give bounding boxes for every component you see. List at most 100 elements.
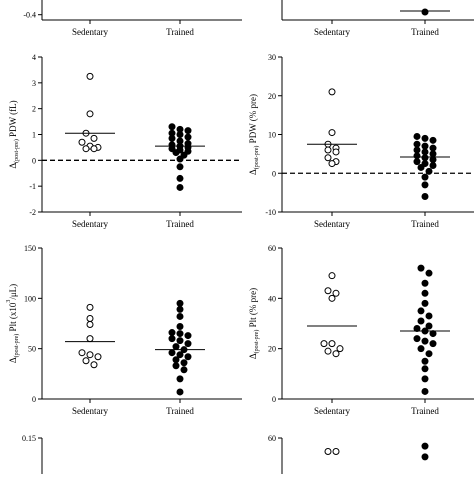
trained-data-point xyxy=(417,307,425,315)
trained-data-point xyxy=(176,155,184,163)
trained-data-point xyxy=(184,340,192,348)
sedentary-data-point xyxy=(86,72,94,80)
y-tick-label: -0.4 xyxy=(23,11,36,20)
y-tick-label: 0 xyxy=(32,156,36,165)
x-category-label: Sedentary xyxy=(314,27,350,37)
y-tick-label: 150 xyxy=(24,244,36,253)
trained-data-point xyxy=(176,163,184,171)
sedentary-data-point xyxy=(90,145,98,153)
trained-data-point xyxy=(180,366,188,374)
panel-plt-pct: 0 20 40 60 Sedentary Trained Δ(post-pre) Plt (… xyxy=(248,244,474,416)
sedentary-data-point xyxy=(94,353,102,361)
sedentary-data-point xyxy=(90,361,98,369)
sedentary-data-point xyxy=(82,145,90,153)
x-category-label: Sedentary xyxy=(72,219,108,229)
panel-pdw-fl: -2 -1 0 1 2 3 4 Sedentary Trained Δ(post-pre) PDW… xyxy=(8,53,242,229)
trained-data-point xyxy=(417,264,425,272)
trained-data-point xyxy=(429,340,437,348)
sedentary-data-point xyxy=(86,335,94,343)
y-tick-label: 0 xyxy=(32,395,36,404)
y-tick-label: 0 xyxy=(272,169,276,178)
x-category-label: Sedentary xyxy=(314,219,350,229)
trained-data-point xyxy=(421,357,429,365)
trained-data-point xyxy=(421,193,429,200)
trained-data-point xyxy=(176,323,184,331)
y-tick-label: 40 xyxy=(268,294,276,303)
y-tick-label: 30 xyxy=(268,53,276,62)
trained-data-point xyxy=(421,154,429,162)
y-tick-label: -2 xyxy=(29,208,36,217)
trained-data-point xyxy=(180,359,188,367)
trained-data-point xyxy=(429,144,437,152)
sedentary-data-point xyxy=(78,349,86,357)
sedentary-data-point xyxy=(328,160,336,168)
sedentary-data-point xyxy=(328,340,336,348)
panel-pdw-pct: -10 0 10 20 30 Sedentary Trained Δ(post-pre) PD… xyxy=(248,53,474,229)
sedentary-data-point xyxy=(78,138,86,146)
y-tick-label: -10 xyxy=(265,208,276,217)
trained-data-point xyxy=(184,353,192,361)
sedentary-data-point xyxy=(324,287,332,295)
y-axis-label-part: Δ xyxy=(8,163,18,169)
trained-data-point xyxy=(168,335,176,343)
trained-data-point xyxy=(176,299,184,307)
y-axis-label: Δ(post-pre) Plt (% pre) xyxy=(248,288,260,359)
panel-top-left-partial: -0.4 Sedentary Trained xyxy=(23,0,242,37)
trained-data-point xyxy=(176,305,184,313)
trained-data-point xyxy=(413,140,421,148)
sedentary-data-point xyxy=(86,303,94,311)
sedentary-data-point xyxy=(332,350,340,358)
y-tick-label: 3 xyxy=(32,79,36,88)
trained-data-point xyxy=(421,299,429,307)
x-category-label: Trained xyxy=(411,27,439,37)
panel-plt-abs: 0 50 100 150 Sedentary Trained Δ(post-pre) Plt… xyxy=(6,244,242,416)
x-category-label: Sedentary xyxy=(72,406,108,416)
y-tick-label: 10 xyxy=(268,131,276,140)
y-tick-label: 2 xyxy=(32,105,36,114)
sedentary-data-point xyxy=(324,347,332,355)
y-axis-label-part: Δ xyxy=(248,353,258,359)
trained-data-point xyxy=(176,375,184,383)
trained-data-point xyxy=(417,317,425,325)
y-tick-label: 4 xyxy=(32,53,36,62)
trained-data-point xyxy=(172,356,180,364)
trained-data-point xyxy=(421,365,429,373)
trained-data-point xyxy=(425,269,433,277)
trained-data-point xyxy=(417,345,425,353)
y-tick-label: 50 xyxy=(28,345,36,354)
trained-data-point xyxy=(184,332,192,340)
trained-data-point xyxy=(421,453,429,461)
trained-data-point xyxy=(421,134,429,142)
y-tick-label: -1 xyxy=(29,182,36,191)
sedentary-data-point xyxy=(324,448,332,455)
x-category-label: Trained xyxy=(166,219,194,229)
y-tick-label: 0.15 xyxy=(22,434,36,443)
sedentary-data-point xyxy=(324,146,332,154)
trained-data-point xyxy=(168,123,176,131)
sedentary-data-point xyxy=(328,129,336,137)
trained-data-point xyxy=(425,312,433,320)
y-axis-label-part: (post-pre) xyxy=(13,334,20,358)
x-category-label: Sedentary xyxy=(314,406,350,416)
trained-data-point xyxy=(421,442,429,450)
trained-data-point xyxy=(421,279,429,287)
y-axis-label-part: (post-pre) xyxy=(253,146,260,170)
trained-data-point xyxy=(421,337,429,345)
trained-data-point xyxy=(421,8,429,16)
sedentary-data-point xyxy=(332,448,340,455)
trained-data-point xyxy=(429,156,437,164)
panel-top-right-partial: Sedentary Trained xyxy=(281,0,474,37)
panel-bottom-left-partial: 0.15 xyxy=(22,434,43,474)
trained-data-point xyxy=(176,351,184,359)
trained-data-point xyxy=(168,329,176,337)
trained-data-point xyxy=(421,387,429,395)
y-axis-label-part: PDW (% pre) xyxy=(248,94,258,146)
trained-data-point xyxy=(172,343,180,351)
trained-data-point xyxy=(429,162,437,169)
trained-data-point xyxy=(421,142,429,150)
trained-data-point xyxy=(176,337,184,345)
y-axis-label-part: Δ xyxy=(8,357,18,363)
trained-data-point xyxy=(413,335,421,343)
